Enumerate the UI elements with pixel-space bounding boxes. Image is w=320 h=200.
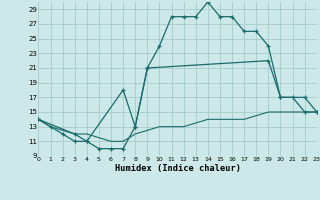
X-axis label: Humidex (Indice chaleur): Humidex (Indice chaleur): [115, 164, 241, 173]
